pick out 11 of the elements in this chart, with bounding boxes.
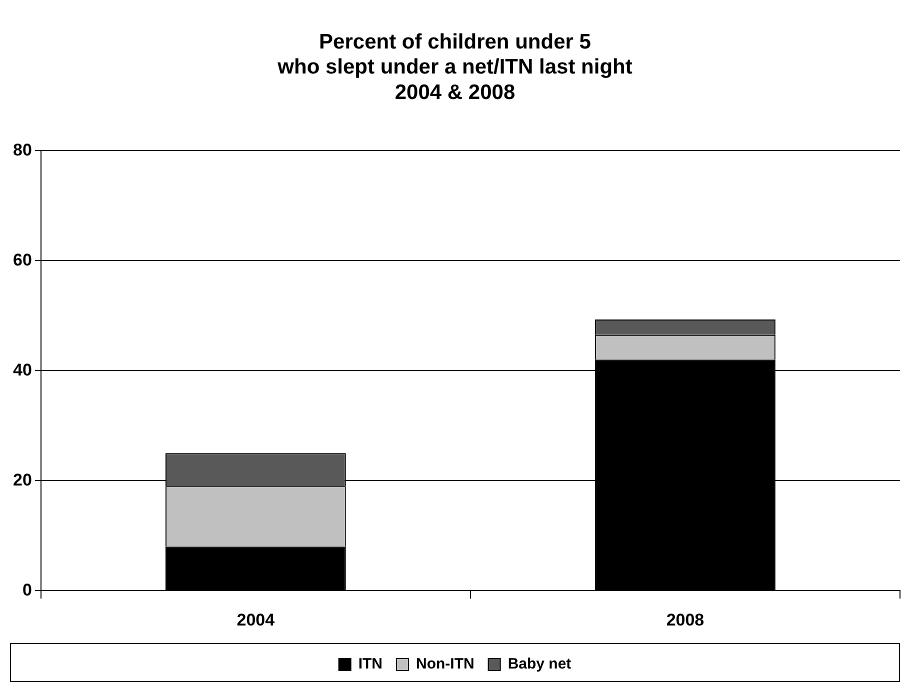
y-tick-label: 0 (22, 580, 32, 600)
chart-title: Percent of children under 5 who slept under a net/ITN last night 2004 & 2008 (276, 30, 632, 104)
y-tick-label: 20 (12, 470, 32, 490)
y-tick-label: 80 (12, 140, 32, 160)
legend-label: Baby net (508, 656, 572, 673)
y-tick-label: 60 (12, 250, 32, 270)
y-tick-label: 40 (12, 360, 32, 380)
x-tick-label: 2004 (236, 610, 276, 630)
legend-label: Non-ITN (416, 656, 474, 673)
legend-label: ITN (358, 656, 383, 673)
x-tick-label: 2008 (666, 610, 704, 630)
